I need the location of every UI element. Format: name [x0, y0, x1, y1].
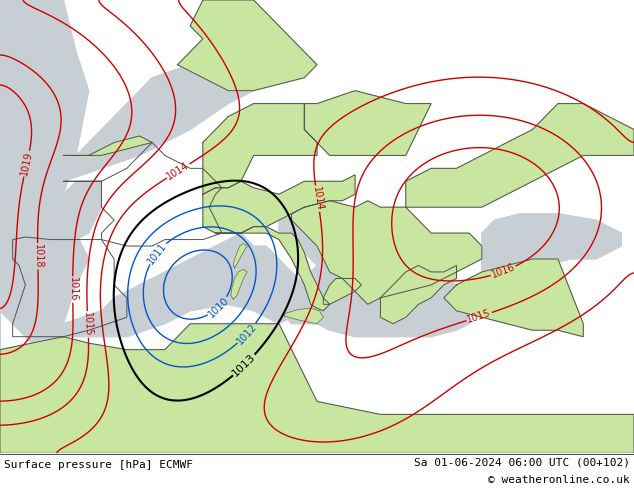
Polygon shape [304, 91, 431, 155]
Polygon shape [178, 0, 317, 91]
Polygon shape [444, 259, 583, 337]
Text: 1018: 1018 [32, 244, 43, 269]
Polygon shape [203, 175, 355, 233]
Polygon shape [304, 266, 406, 337]
Polygon shape [0, 324, 634, 453]
Polygon shape [231, 270, 247, 299]
Polygon shape [228, 240, 317, 324]
Text: 1014: 1014 [311, 186, 325, 212]
Text: 1015: 1015 [82, 312, 93, 337]
Polygon shape [482, 214, 621, 272]
Polygon shape [292, 201, 482, 304]
Text: 1015: 1015 [466, 308, 493, 325]
Text: 1010: 1010 [206, 295, 231, 319]
Text: 1013: 1013 [231, 352, 258, 379]
Text: 1014: 1014 [165, 160, 191, 182]
Polygon shape [203, 103, 317, 194]
Polygon shape [380, 272, 469, 337]
Polygon shape [63, 181, 101, 246]
Polygon shape [233, 244, 247, 268]
Polygon shape [380, 266, 456, 324]
Polygon shape [0, 0, 89, 453]
Text: Sa 01-06-2024 06:00 UTC (00+102): Sa 01-06-2024 06:00 UTC (00+102) [414, 457, 630, 467]
Polygon shape [323, 278, 361, 304]
Polygon shape [63, 52, 254, 181]
Text: © weatheronline.co.uk: © weatheronline.co.uk [488, 475, 630, 485]
Polygon shape [63, 136, 152, 155]
Polygon shape [63, 233, 330, 337]
Text: 1012: 1012 [235, 321, 259, 346]
Polygon shape [216, 226, 330, 311]
Polygon shape [279, 214, 368, 292]
Text: 1016: 1016 [490, 262, 517, 280]
Text: 1011: 1011 [146, 241, 169, 266]
Text: Surface pressure [hPa] ECMWF: Surface pressure [hPa] ECMWF [4, 460, 193, 470]
Text: 1016: 1016 [68, 277, 78, 302]
Polygon shape [406, 103, 634, 207]
Polygon shape [284, 308, 323, 324]
Text: 1019: 1019 [19, 151, 34, 177]
